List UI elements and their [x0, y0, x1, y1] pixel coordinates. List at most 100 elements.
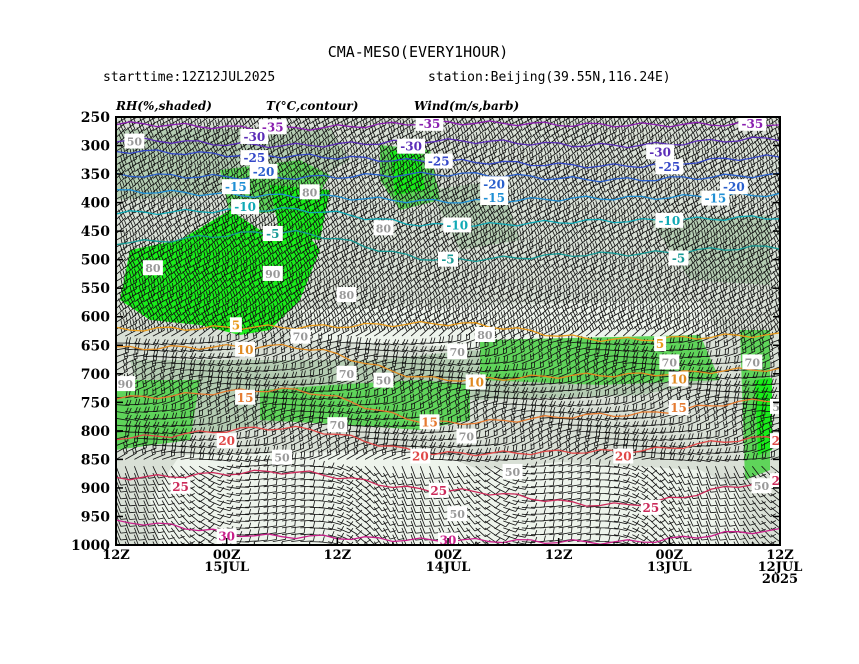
wind-barb [623, 125, 635, 138]
wind-barb [659, 246, 671, 262]
wind-barb [604, 296, 617, 310]
wind-barb [217, 399, 230, 412]
wind-barb [152, 118, 165, 132]
contour-label-bg [738, 117, 767, 131]
wind-barb [761, 144, 772, 159]
wind-barb [779, 342, 780, 343]
wind-barb [779, 164, 780, 165]
wind-barb [373, 323, 386, 337]
wind-barb [124, 301, 136, 316]
wind-barb [558, 323, 571, 337]
contour-label-bg [770, 473, 780, 489]
wind-barb [327, 260, 339, 275]
wind-barb [189, 117, 202, 125]
wind-barb [595, 273, 606, 289]
wind-barb [659, 302, 672, 316]
wind-barb [309, 294, 320, 309]
wind-barb [540, 324, 553, 337]
wind-barb [337, 275, 349, 289]
wind-barb [245, 507, 260, 515]
wind-barb [309, 351, 322, 364]
wind-barb [706, 340, 720, 351]
wind-barb [779, 493, 780, 495]
wind-barb [383, 386, 396, 399]
wind-barb [116, 346, 129, 358]
wind-barb [180, 363, 196, 371]
wind-barb [290, 220, 303, 234]
wind-barb [558, 358, 571, 371]
wind-barb [189, 296, 202, 310]
wind-barb [539, 178, 551, 193]
wind-barb [447, 295, 460, 310]
wind-barb [226, 476, 243, 483]
wind-barb [152, 159, 165, 173]
wind-barb [171, 233, 183, 248]
wind-barb [752, 323, 764, 337]
wind-barb [503, 397, 518, 405]
wind-barb [595, 159, 607, 173]
wind-barb [309, 323, 322, 337]
wind-barb [355, 117, 368, 125]
y-tick-label: 400 [81, 196, 110, 212]
wind-barb [337, 267, 349, 282]
wind-barb [226, 496, 243, 503]
wind-barb [687, 466, 699, 479]
wind-barb [530, 521, 546, 529]
rh-label-bg [299, 184, 320, 200]
wind-barb [466, 472, 481, 484]
wind-barb [660, 434, 676, 442]
wind-barb [696, 212, 707, 227]
wind-barb [613, 296, 626, 310]
wind-barb [125, 407, 141, 414]
wind-barb [420, 173, 433, 186]
wind-barb [622, 206, 635, 221]
wind-barb [466, 513, 481, 525]
wind-barb [309, 495, 325, 502]
wind-barb [263, 295, 275, 310]
wind-barb [291, 506, 306, 515]
wind-barb [383, 500, 396, 513]
wind-barb [761, 541, 766, 545]
wind-barb [309, 536, 325, 543]
wind-barb [715, 500, 727, 514]
wind-barb [318, 317, 331, 330]
wind-barb [392, 466, 405, 479]
wind-barb [733, 219, 744, 234]
wind-barb [263, 186, 276, 200]
wind-barb [392, 493, 405, 506]
wind-barb [696, 123, 707, 138]
wind-barb [623, 520, 640, 526]
wind-barb [401, 541, 404, 545]
wind-barb [447, 180, 460, 193]
wind-barb [438, 138, 451, 152]
wind-barb [567, 505, 582, 515]
wind-barb [632, 124, 644, 138]
wind-barb [245, 493, 260, 501]
wind-barb [669, 448, 685, 455]
wind-barb [493, 479, 510, 487]
wind-barb [586, 322, 597, 337]
wind-barb [503, 282, 515, 296]
wind-barb [152, 234, 165, 248]
wind-barb [493, 427, 507, 440]
wind-barb [567, 282, 580, 296]
wind-barb [595, 296, 608, 310]
wind-barb [383, 267, 394, 282]
wind-barb [779, 315, 780, 316]
wind-barb [752, 178, 763, 193]
wind-barb [558, 201, 571, 214]
wind-barb [116, 429, 130, 440]
wind-barb [752, 387, 769, 394]
wind-barb [613, 427, 630, 435]
wind-barb [623, 303, 636, 316]
wind-barb [706, 324, 719, 337]
wind-barb [355, 185, 367, 200]
wind-barb [493, 500, 510, 507]
wind-barb [779, 274, 780, 275]
wind-barb [189, 434, 206, 442]
wind-barb [116, 282, 128, 296]
wind-barb [530, 433, 543, 447]
wind-barb [401, 173, 414, 186]
wind-barb [134, 338, 150, 346]
wind-barb [235, 303, 248, 316]
